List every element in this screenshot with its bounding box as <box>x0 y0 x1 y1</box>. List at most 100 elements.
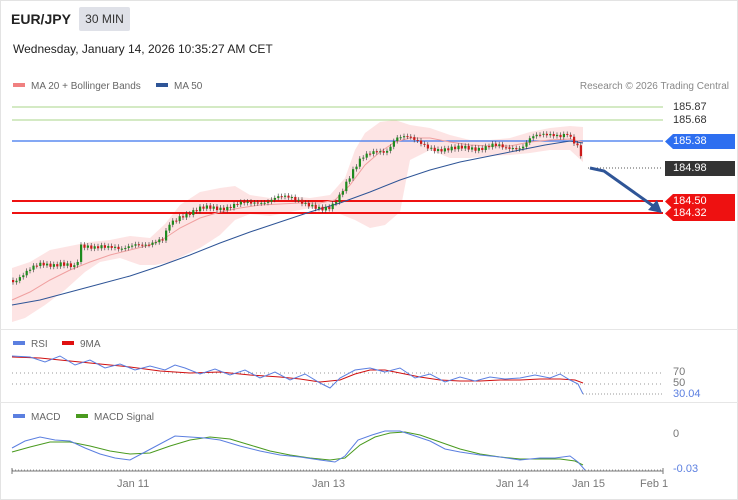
candle-body <box>86 245 89 248</box>
candle-body <box>297 199 300 201</box>
legend-label-rsi: RSI <box>31 339 48 350</box>
candle-body <box>188 213 191 215</box>
candle-body <box>80 244 83 262</box>
candle-body <box>539 134 542 136</box>
candle-body <box>90 245 93 249</box>
candle-body <box>12 280 15 283</box>
legend-label-macd-signal: MACD Signal <box>94 412 155 423</box>
candle-body <box>484 146 487 151</box>
candle-body <box>69 263 72 268</box>
candle-body <box>250 201 253 204</box>
candle-body <box>236 203 239 205</box>
candle-body <box>209 205 212 209</box>
candle-body <box>389 146 392 151</box>
candle-body <box>522 146 525 149</box>
candle-body <box>46 263 49 266</box>
candle-body <box>192 210 195 215</box>
candle-body <box>56 264 59 267</box>
panel-separator-macd <box>0 402 738 403</box>
candle-body <box>447 148 450 151</box>
candle-body <box>307 202 310 207</box>
candle-body <box>212 206 215 209</box>
candle-body <box>375 151 378 153</box>
candle-body <box>579 145 582 157</box>
candle-body <box>124 248 127 250</box>
candle-body <box>134 244 137 246</box>
legend-macd-signal: MACD Signal <box>76 412 154 423</box>
candle-body <box>386 150 389 153</box>
legend-ma20: MA 20 + Bollinger Bands <box>13 81 141 92</box>
candle-body <box>290 197 293 199</box>
timeframe-button[interactable]: 30 MIN <box>79 7 130 31</box>
candle-body <box>148 244 151 246</box>
candle-body <box>559 134 562 138</box>
candle-body <box>280 196 283 198</box>
candle-body <box>511 148 514 150</box>
bollinger-band <box>12 120 583 322</box>
panel-separator-rsi <box>0 329 738 330</box>
candle-body <box>182 216 185 218</box>
level-label-185.87: 185.87 <box>673 101 707 113</box>
candle-body <box>256 202 259 204</box>
candle-body <box>158 239 161 243</box>
candle-body <box>338 194 341 203</box>
candle-body <box>355 166 358 170</box>
candle-body <box>396 137 399 142</box>
x-tick-jan13: Jan 13 <box>312 478 346 490</box>
legend-9ma: 9MA <box>62 339 101 350</box>
candle-body <box>365 153 368 158</box>
x-tick-jan15: Jan 15 <box>572 478 606 490</box>
candle-body <box>372 151 375 154</box>
candle-body <box>66 263 69 266</box>
macd-line <box>11 430 586 471</box>
candle-body <box>318 206 321 209</box>
candle-body <box>243 201 246 203</box>
rsi-current-label: 30.04 <box>673 388 701 400</box>
candle-body <box>161 239 164 241</box>
candle-body <box>460 145 463 149</box>
candle-body <box>416 139 419 141</box>
candle-body <box>430 147 433 149</box>
candle-body <box>117 246 120 250</box>
legend-label-ma50: MA 50 <box>174 81 203 92</box>
candle-body <box>426 144 429 149</box>
candle-body <box>413 137 416 140</box>
candle-body <box>18 277 21 281</box>
candle-body <box>369 153 372 155</box>
rsi-level-70-label: 70 <box>673 366 686 378</box>
candle-body <box>287 195 290 198</box>
candle-body <box>508 147 511 149</box>
symbol-title: EUR/JPY <box>11 11 71 27</box>
level-label-185.68: 185.68 <box>673 114 707 126</box>
legend-swatch-ma20 <box>13 83 25 88</box>
candle-body <box>362 157 365 159</box>
candle-body <box>270 199 273 202</box>
macd-current-label: -0.03 <box>673 463 699 475</box>
level-label-184.50: 184.50 <box>665 194 735 209</box>
candle-body <box>277 196 280 198</box>
candle-body <box>195 210 198 212</box>
candle-body <box>491 143 494 148</box>
candle-body <box>131 245 134 247</box>
candle-body <box>35 265 38 267</box>
candle-body <box>273 197 276 200</box>
candle-body <box>379 151 382 153</box>
candle-body <box>260 202 263 204</box>
legend-label-ma20: MA 20 + Bollinger Bands <box>31 81 141 92</box>
candle-body <box>294 197 297 201</box>
candle-body <box>321 206 324 211</box>
candle-body <box>49 263 52 267</box>
legend-swatch-ma50 <box>156 83 168 88</box>
candle-body <box>168 224 171 231</box>
candle-body <box>471 147 474 150</box>
rsi-line <box>11 355 584 395</box>
candle-body <box>114 246 117 248</box>
candle-body <box>532 136 535 139</box>
candle-body <box>141 244 144 246</box>
candle-body <box>97 246 100 249</box>
candle-body <box>505 147 508 149</box>
chart-datetime: Wednesday, January 14, 2026 10:35:27 AM … <box>13 42 273 56</box>
candle-body <box>348 178 351 182</box>
candle-body <box>324 206 327 211</box>
candle-body <box>528 138 531 143</box>
